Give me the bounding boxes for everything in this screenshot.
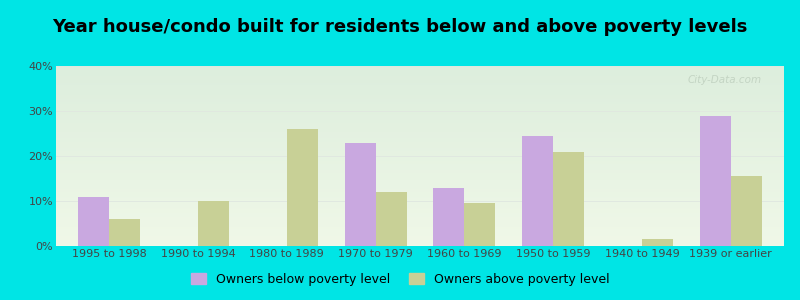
Text: City-Data.com: City-Data.com — [688, 75, 762, 85]
Bar — [730, 176, 762, 246]
Bar — [700, 116, 730, 246]
Bar — [464, 203, 495, 246]
Bar — [522, 136, 553, 246]
Text: Year house/condo built for residents below and above poverty levels: Year house/condo built for residents bel… — [52, 18, 748, 36]
Bar — [198, 201, 229, 246]
Bar — [642, 239, 673, 246]
Legend: Owners below poverty level, Owners above poverty level: Owners below poverty level, Owners above… — [186, 268, 614, 291]
Bar — [553, 152, 584, 246]
Bar — [376, 192, 406, 246]
Bar — [345, 142, 376, 246]
Bar — [434, 188, 464, 246]
Bar — [78, 196, 110, 246]
Bar — [287, 129, 318, 246]
Bar — [110, 219, 140, 246]
